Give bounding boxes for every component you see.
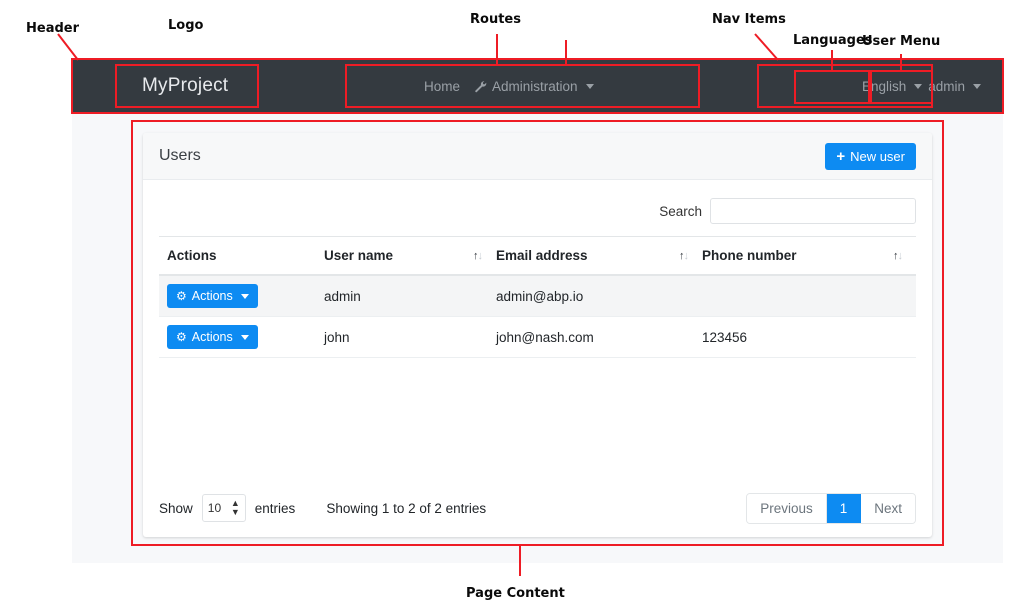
nav-link-administration-label: Administration <box>492 78 578 94</box>
chevron-down-icon <box>973 83 981 89</box>
table-row: ⚙ Actions admin admin@abp.io <box>159 275 916 317</box>
pagination-page-1[interactable]: 1 <box>826 493 862 523</box>
column-header-email-address[interactable]: Email address ↑↓ <box>496 236 702 276</box>
annotation-label-languages: Languages <box>793 33 873 48</box>
users-table: Actions User name ↑↓ Email address ↑↓ Ph… <box>159 236 916 358</box>
nav-items: English admin <box>862 59 981 113</box>
column-header-email-address-label: Email address <box>496 248 588 263</box>
table-row: ⚙ Actions john john@nash.com 123456 <box>159 316 916 358</box>
column-header-phone-number-label: Phone number <box>702 248 797 263</box>
chevron-down-icon <box>240 293 249 299</box>
row-actions-cell: ⚙ Actions <box>159 275 324 317</box>
leader-line-routes <box>496 34 498 66</box>
sort-icon[interactable]: ↑↓ <box>893 249 903 262</box>
card-header: Users + New user <box>143 133 932 180</box>
page-length-group: Show 10 ▲ ▼ entries Showing 1 to 2 of 2 e… <box>159 494 486 522</box>
row-actions-button-label: Actions <box>191 330 233 344</box>
cell-email-address: john@nash.com <box>496 316 702 358</box>
row-actions-button[interactable]: ⚙ Actions <box>167 284 258 308</box>
pagination: Previous 1 Next <box>746 492 916 524</box>
search-input[interactable] <box>710 198 916 224</box>
wrench-icon <box>474 80 487 93</box>
chevron-down-icon <box>240 334 249 340</box>
entries-label: entries <box>254 500 296 516</box>
leader-line-user-menu <box>900 54 902 72</box>
row-actions-button[interactable]: ⚙ Actions <box>167 325 258 349</box>
table-info-text: Showing 1 to 2 of 2 entries <box>326 500 487 516</box>
nav-link-home[interactable]: Home <box>424 79 460 94</box>
annotation-label-logo: Logo <box>168 18 204 33</box>
logo-label: MyProject <box>142 75 229 96</box>
page-length-select[interactable]: 10 ▲ ▼ <box>201 494 246 522</box>
column-header-actions: Actions <box>159 236 324 276</box>
row-actions-button-label: Actions <box>191 289 233 303</box>
leader-line-page-content <box>519 546 521 576</box>
sort-icon[interactable]: ↑↓ <box>679 249 689 262</box>
cell-phone-number <box>702 275 916 317</box>
logo[interactable]: MyProject <box>142 59 228 113</box>
annotation-label-page-content: Page Content <box>466 586 565 601</box>
column-header-phone-number[interactable]: Phone number ↑↓ <box>702 236 916 276</box>
search-row: Search <box>159 188 916 236</box>
card-body: Search Actions User name ↑↓ Email a <box>143 180 932 358</box>
table-head: Actions User name ↑↓ Email address ↑↓ Ph… <box>159 236 916 276</box>
chevron-down-icon <box>585 83 594 89</box>
pagination-previous[interactable]: Previous <box>747 493 827 523</box>
sort-icon[interactable]: ↑↓ <box>473 249 483 262</box>
site-header: MyProject Home Administration English <box>72 59 1003 113</box>
new-user-button[interactable]: + New user <box>825 142 916 170</box>
languages-label: English <box>861 78 907 94</box>
cell-user-name: john <box>324 316 496 358</box>
leader-line-logo <box>565 40 567 66</box>
cell-email-address: admin@abp.io <box>496 275 702 317</box>
annotation-label-routes: Routes <box>470 12 521 27</box>
column-header-user-name-label: User name <box>324 248 394 263</box>
chevron-down-icon <box>914 83 923 89</box>
plus-icon: + <box>836 147 846 165</box>
column-header-actions-label: Actions <box>167 248 217 263</box>
table-header-row: Actions User name ↑↓ Email address ↑↓ Ph… <box>159 236 916 276</box>
page-title: Users <box>159 147 201 164</box>
cell-user-name: admin <box>324 275 496 317</box>
table-body: ⚙ Actions admin admin@abp.io ⚙ <box>159 275 916 358</box>
user-menu-dropdown[interactable]: admin <box>928 79 981 94</box>
row-actions-cell: ⚙ Actions <box>159 316 324 358</box>
gear-icon: ⚙ <box>176 289 187 303</box>
annotation-label-user-menu: User Menu <box>862 34 941 49</box>
column-header-user-name[interactable]: User name ↑↓ <box>324 236 496 276</box>
annotation-label-header: Header <box>26 21 80 36</box>
users-card: Users + New user Search Actions <box>143 133 932 537</box>
search-label: Search <box>659 203 702 219</box>
nav-link-home-label: Home <box>424 78 461 94</box>
show-label: Show <box>159 500 193 516</box>
page-length-value: 10 <box>207 501 222 515</box>
languages-dropdown[interactable]: English <box>861 78 923 94</box>
card-footer: Show 10 ▲ ▼ entries Showing 1 to 2 of 2 e… <box>143 479 932 537</box>
stepper-icon: ▲ ▼ <box>230 498 240 517</box>
routes-nav: Home Administration <box>424 59 594 113</box>
cell-phone-number: 123456 <box>702 316 916 358</box>
leader-line-languages <box>831 50 833 72</box>
pagination-next[interactable]: Next <box>861 493 915 523</box>
nav-link-administration[interactable]: Administration <box>474 79 594 94</box>
new-user-button-label: New user <box>850 148 905 164</box>
gear-icon: ⚙ <box>176 330 187 344</box>
user-menu-label: admin <box>928 78 965 94</box>
annotation-label-nav-items: Nav Items <box>712 12 786 27</box>
